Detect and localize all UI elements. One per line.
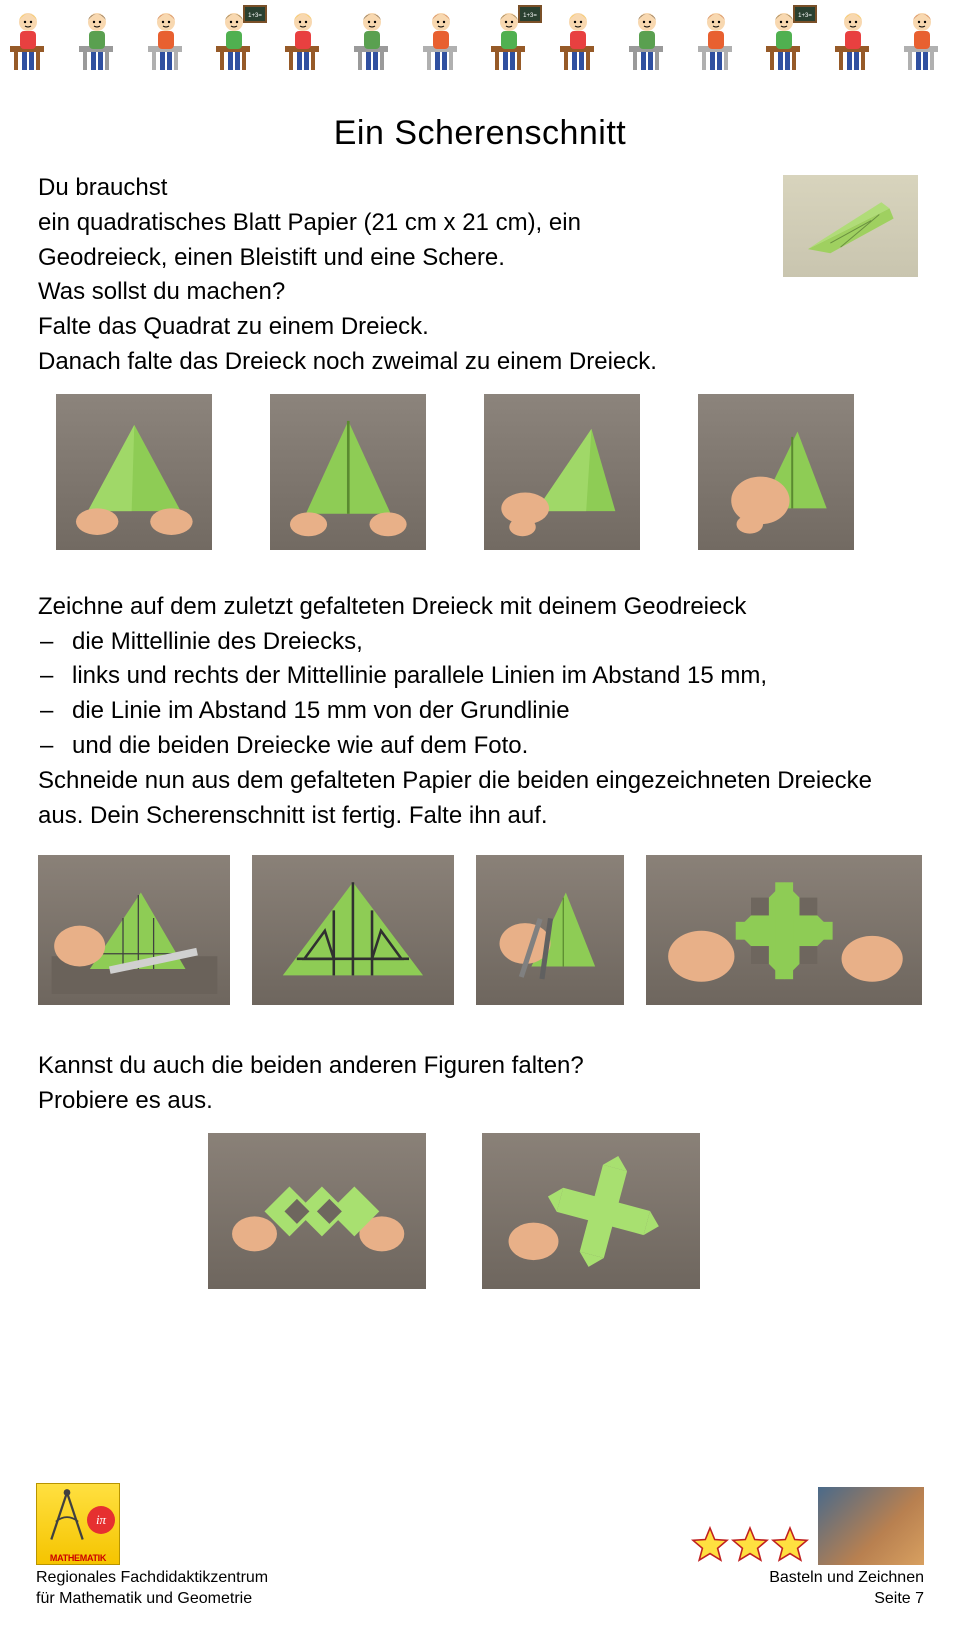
footer-right-2: Seite 7 xyxy=(769,1588,924,1610)
bullet-dash: – xyxy=(38,659,72,694)
header-kid-icon xyxy=(4,4,62,72)
bullet-text: und die beiden Dreiecke wie auf dem Foto… xyxy=(72,729,528,764)
cut-line2: aus. Dein Scherenschnitt ist fertig. Fal… xyxy=(38,799,922,834)
extra-photo-1 xyxy=(208,1133,426,1289)
task-heading: Was sollst du machen? xyxy=(38,275,922,310)
bullet-dash: – xyxy=(38,729,72,764)
star-icon xyxy=(690,1525,730,1565)
footer-left-2: für Mathematik und Geometrie xyxy=(36,1588,268,1610)
intro-block: Du brauchst ein quadratisches Blatt Papi… xyxy=(38,171,922,380)
footer-right-1: Basteln und Zeichnen xyxy=(769,1567,924,1589)
bullet-text: die Mittellinie des Dreiecks, xyxy=(72,625,363,660)
svg-text:1+3=: 1+3= xyxy=(799,13,813,19)
task-line2: Danach falte das Dreieck noch zweimal zu… xyxy=(38,345,922,380)
page-title: Ein Scherenschnitt xyxy=(0,114,960,153)
bullet-item: –links und rechts der Mittellinie parall… xyxy=(38,659,922,694)
header-kid-icon xyxy=(279,4,337,72)
bullet-item: –die Linie im Abstand 15 mm von der Grun… xyxy=(38,694,922,729)
bullet-item: –und die beiden Dreiecke wie auf dem Fot… xyxy=(38,729,922,764)
star-icon xyxy=(730,1525,770,1565)
math-logo: iπ MATHEMATIK xyxy=(36,1483,120,1565)
footer-left: Regionales Fachdidaktikzentrum für Mathe… xyxy=(36,1567,268,1610)
footer-right: Basteln und Zeichnen Seite 7 xyxy=(769,1567,924,1610)
bullet-dash: – xyxy=(38,694,72,729)
header-kid-icon xyxy=(554,4,612,72)
header-kid-icon xyxy=(142,4,200,72)
header-kid-icon xyxy=(898,4,956,72)
header-kid-icon: 1+3= xyxy=(210,4,268,72)
footer: iπ MATHEMATIK Regionales Fachdidaktikzen… xyxy=(0,1483,960,1628)
bullet-item: –die Mittellinie des Dreiecks, xyxy=(38,625,922,660)
extra-q: Kannst du auch die beiden anderen Figure… xyxy=(38,1049,922,1084)
fold-photo-4 xyxy=(698,394,854,550)
cut-line1: Schneide nun aus dem gefalteten Papier d… xyxy=(38,764,922,799)
fold-photo-3 xyxy=(484,394,640,550)
task-line1: Falte das Quadrat zu einem Dreieck. xyxy=(38,310,922,345)
result-photo-3 xyxy=(476,855,624,1005)
bullet-text: links und rechts der Mittellinie paralle… xyxy=(72,659,767,694)
bullet-text: die Linie im Abstand 15 mm von der Grund… xyxy=(72,694,570,729)
extra-photo-2 xyxy=(482,1133,700,1289)
header-kid-icon xyxy=(73,4,131,72)
content-body: Du brauchst ein quadratisches Blatt Papi… xyxy=(0,171,960,1289)
difficulty-stars xyxy=(690,1525,810,1565)
extra-try: Probiere es aus. xyxy=(38,1084,922,1119)
svg-text:1+3=: 1+3= xyxy=(524,13,538,19)
header-kid-icon xyxy=(348,4,406,72)
star-icon xyxy=(770,1525,810,1565)
svg-text:1+3=: 1+3= xyxy=(248,13,262,19)
logo-pi: iπ xyxy=(96,1512,106,1528)
extra-photos-row xyxy=(208,1133,922,1289)
result-photo-1 xyxy=(38,855,230,1005)
fold-photo-2 xyxy=(270,394,426,550)
result-photo-4 xyxy=(646,855,922,1005)
draw-intro: Zeichne auf dem zuletzt gefalteten Dreie… xyxy=(38,590,922,625)
header-kid-icon xyxy=(417,4,475,72)
result-photo-2 xyxy=(252,855,454,1005)
footer-left-1: Regionales Fachdidaktikzentrum xyxy=(36,1567,268,1589)
header-kid-icon xyxy=(623,4,681,72)
result-photos-row xyxy=(38,855,922,1005)
bullet-list: –die Mittellinie des Dreiecks,–links und… xyxy=(38,625,922,764)
header-kid-icon: 1+3= xyxy=(760,4,818,72)
footer-photo xyxy=(818,1487,924,1565)
fold-photo-1 xyxy=(56,394,212,550)
logo-text: MATHEMATIK xyxy=(37,1553,119,1563)
fold-photos-row xyxy=(56,394,922,550)
header-kid-icon xyxy=(829,4,887,72)
side-photo-folded-paper xyxy=(783,175,918,277)
bullet-dash: – xyxy=(38,625,72,660)
header-kid-icon xyxy=(692,4,750,72)
header-kids-banner: 1+3= xyxy=(0,0,960,72)
header-kid-icon: 1+3= xyxy=(485,4,543,72)
